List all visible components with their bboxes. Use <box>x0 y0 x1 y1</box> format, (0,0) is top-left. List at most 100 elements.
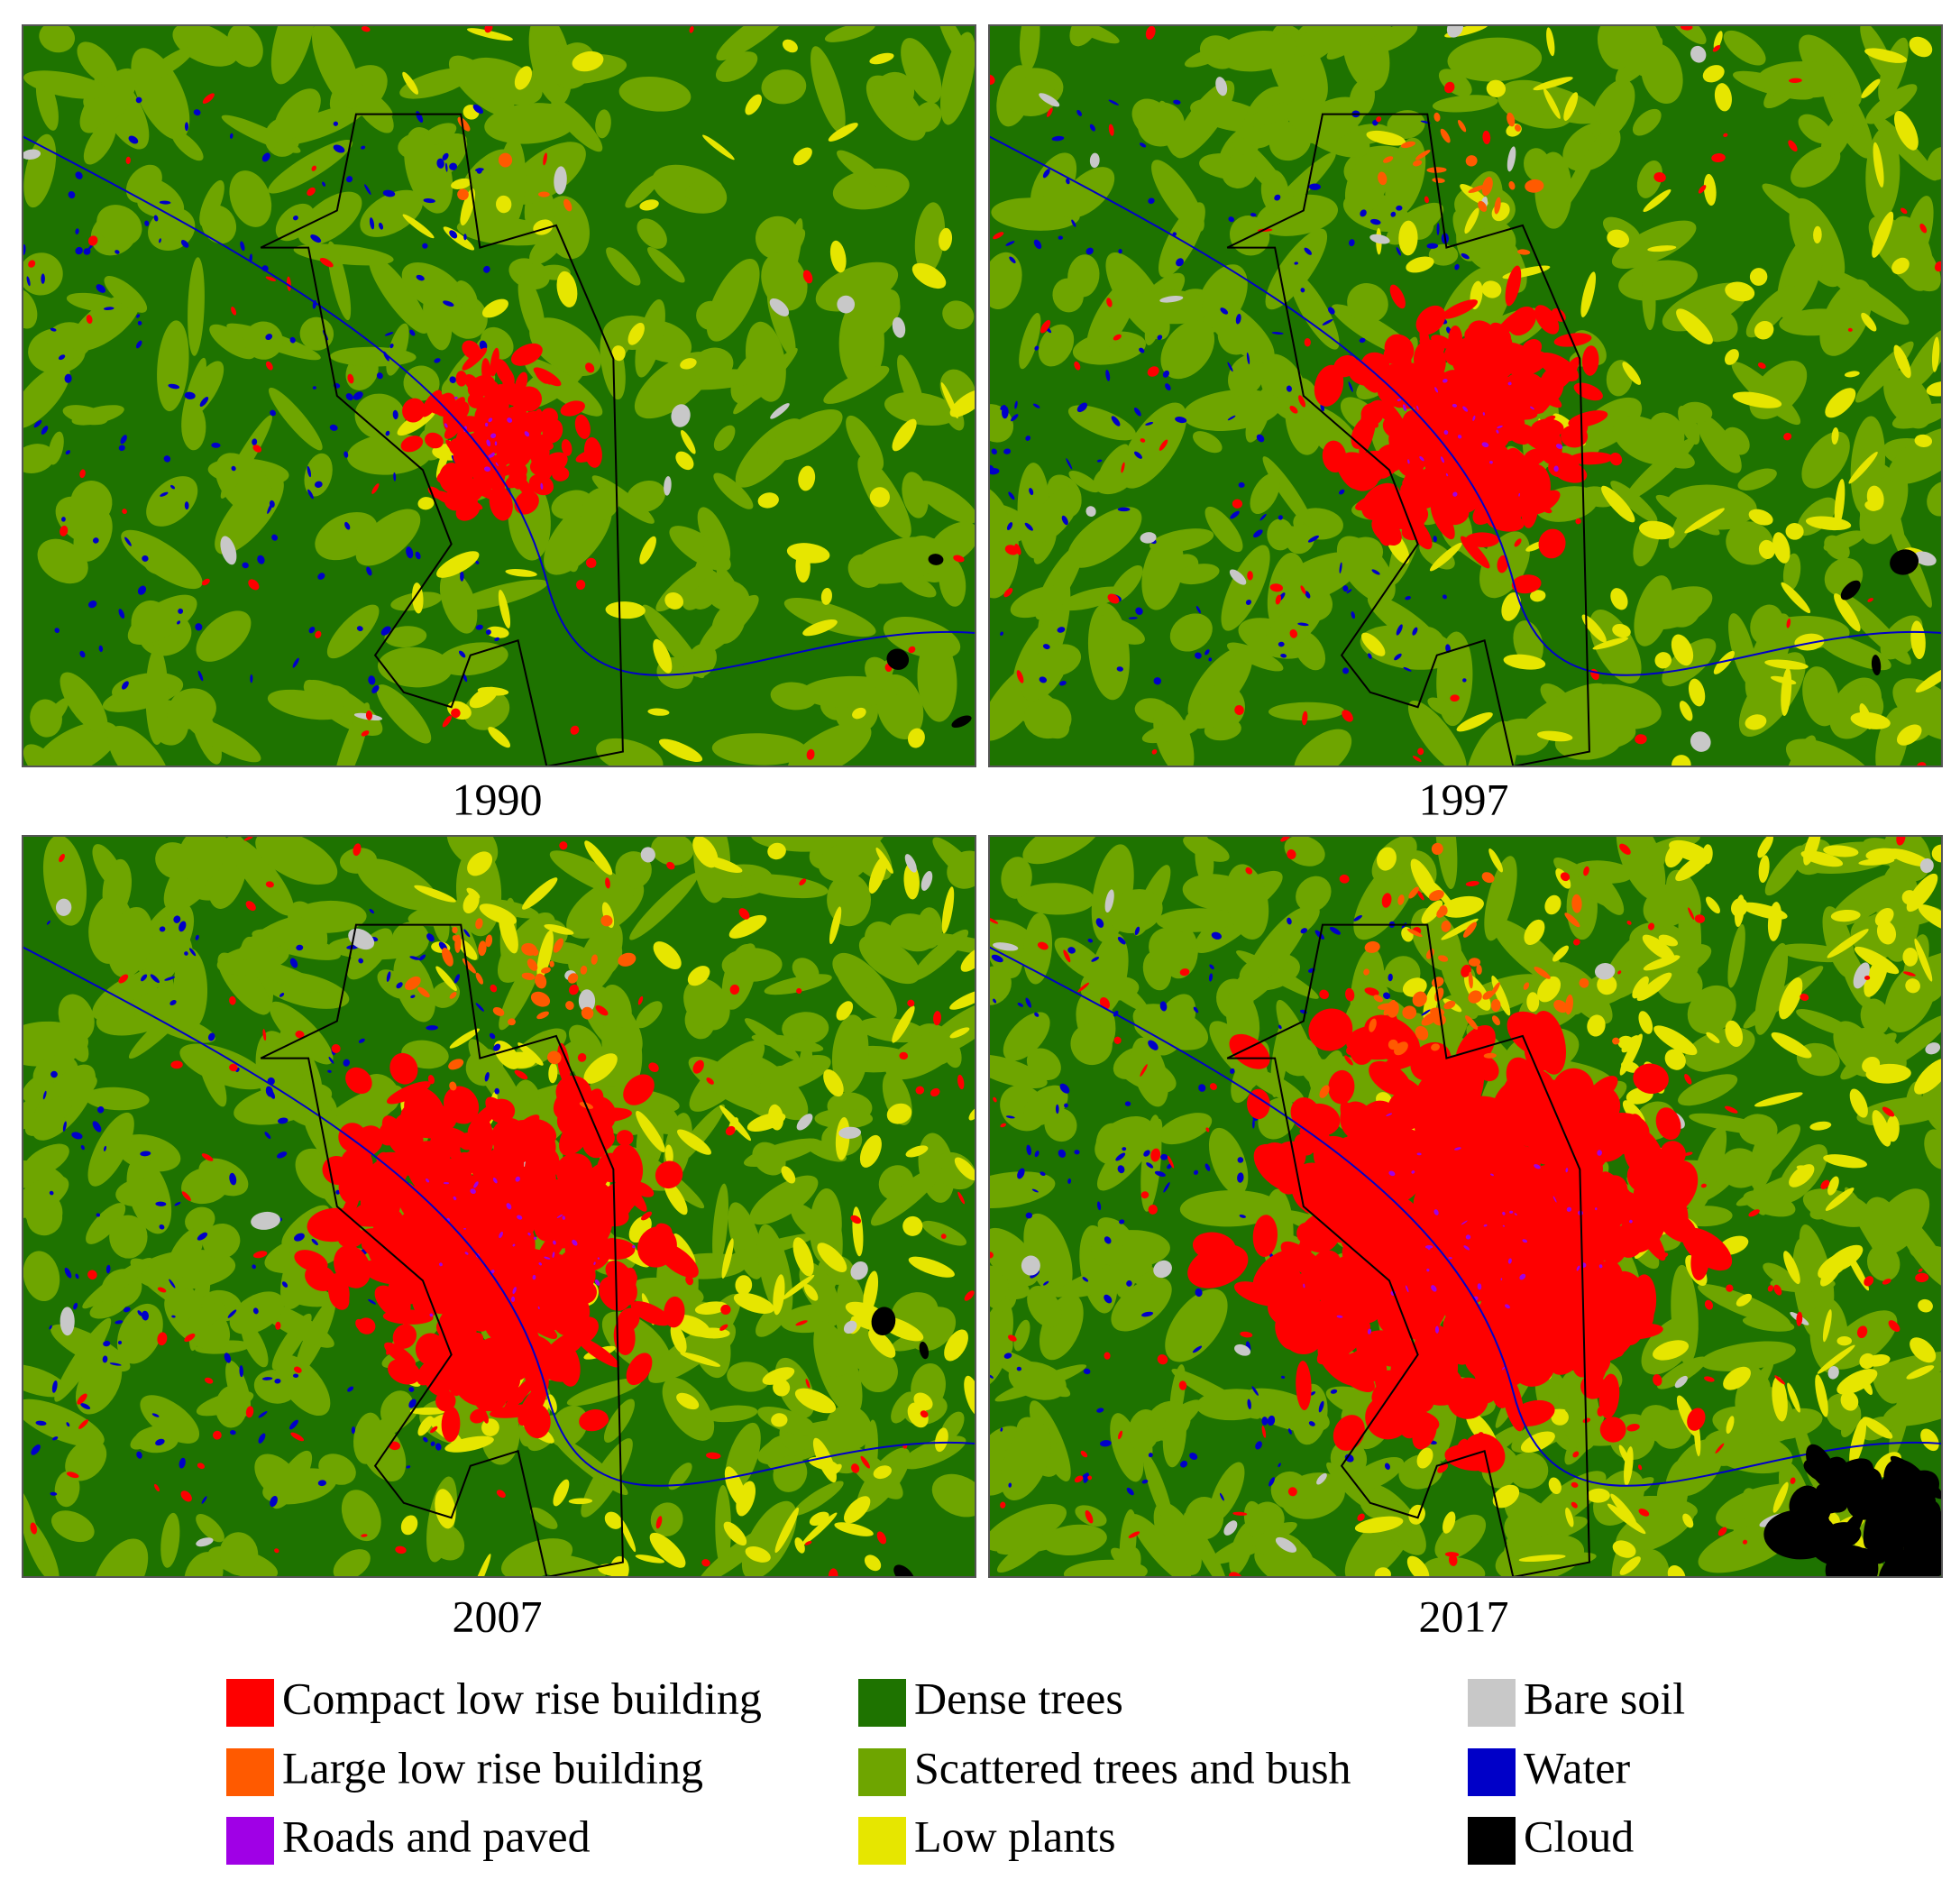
land-patch <box>560 400 585 417</box>
land-patch <box>1840 1390 1859 1411</box>
land-patch <box>919 1341 930 1360</box>
land-patch <box>1443 81 1455 94</box>
land-patch <box>479 903 517 925</box>
district-boundary <box>260 923 624 1577</box>
land-patch <box>114 1320 124 1325</box>
land-patch <box>298 191 362 246</box>
legend-label: Scattered trees and bush <box>914 1742 1351 1793</box>
land-patch <box>23 364 70 429</box>
land-patch <box>1253 529 1263 538</box>
land-patch <box>1666 1175 1671 1180</box>
land-patch <box>1478 200 1488 212</box>
land-patch <box>1412 756 1422 762</box>
land-patch <box>23 149 41 160</box>
land-patch <box>559 841 568 850</box>
land-patch <box>1134 451 1142 459</box>
land-patch <box>1772 532 1791 564</box>
land-patch <box>1066 458 1073 470</box>
land-patch <box>553 938 563 953</box>
land-patch <box>451 178 472 189</box>
land-patch <box>595 1004 609 1016</box>
land-patch <box>341 1490 381 1542</box>
land-patch <box>1003 448 1012 454</box>
land-patch <box>1413 403 1439 429</box>
land-patch <box>54 628 60 634</box>
land-patch <box>647 246 685 283</box>
land-patch <box>1864 1276 1874 1287</box>
land-patch <box>1772 1376 1788 1422</box>
land-patch <box>360 1193 395 1219</box>
land-patch <box>805 1378 811 1389</box>
land-patch <box>274 1548 279 1554</box>
land-patch <box>1468 958 1481 967</box>
land-patch <box>1732 391 1782 408</box>
land-patch <box>1039 676 1048 683</box>
land-patch <box>1864 48 1908 63</box>
land-patch <box>1398 1167 1406 1178</box>
land-patch <box>851 1463 860 1473</box>
land-patch <box>1153 1260 1172 1279</box>
land-patch <box>1494 197 1501 215</box>
land-patch <box>1418 1352 1459 1394</box>
land-patch <box>575 580 586 590</box>
land-patch <box>1854 946 1900 975</box>
land-patch <box>105 1264 111 1274</box>
land-patch <box>267 689 346 720</box>
land-patch <box>1097 1217 1132 1246</box>
land-patch <box>1543 87 1561 119</box>
land-patch <box>1915 1272 1929 1283</box>
land-patch <box>605 601 646 619</box>
land-patch <box>629 1277 704 1308</box>
land-patch <box>401 262 465 312</box>
land-patch <box>761 69 807 105</box>
land-patch <box>553 1479 570 1507</box>
land-patch <box>1223 1520 1238 1536</box>
land-patch <box>1021 644 1068 702</box>
land-patch <box>908 1256 955 1278</box>
land-patch <box>1193 1006 1199 1013</box>
legend-label: Large low rise building <box>282 1742 703 1793</box>
land-patch <box>1363 968 1369 976</box>
land-patch <box>701 1559 710 1567</box>
land-patch <box>1890 549 1919 575</box>
land-patch <box>609 1143 644 1192</box>
land-patch <box>1452 403 1458 408</box>
land-patch <box>957 1191 966 1205</box>
land-patch <box>1500 1278 1503 1281</box>
land-patch <box>1226 642 1284 672</box>
land-patch <box>1408 1115 1471 1142</box>
land-patch <box>1119 1219 1125 1224</box>
land-patch <box>361 26 371 32</box>
land-patch <box>1788 140 1798 152</box>
land-patch <box>1244 907 1310 988</box>
land-patch <box>1185 710 1216 729</box>
land-patch <box>335 1189 341 1195</box>
land-patch <box>120 435 127 445</box>
land-patch <box>1066 178 1070 185</box>
land-patch <box>159 926 166 932</box>
land-patch <box>344 521 351 530</box>
land-patch <box>130 1426 164 1450</box>
land-patch <box>899 1051 909 1060</box>
land-patch <box>1074 361 1081 371</box>
land-patch <box>245 1406 254 1418</box>
land-patch <box>155 1201 167 1206</box>
land-patch <box>1019 313 1041 370</box>
land-patch <box>465 1049 504 1087</box>
land-patch <box>177 620 181 625</box>
land-patch <box>453 1295 464 1305</box>
land-patch <box>333 1549 371 1577</box>
land-patch <box>1221 153 1257 188</box>
land-patch <box>483 466 491 472</box>
land-patch <box>503 1269 532 1307</box>
land-patch <box>735 1275 753 1296</box>
land-patch <box>1195 605 1201 614</box>
land-patch <box>1865 1354 1891 1367</box>
land-patch <box>1134 926 1140 936</box>
land-patch <box>1333 1415 1365 1451</box>
land-patch <box>692 836 719 868</box>
land-patch <box>1054 937 1108 982</box>
land-patch <box>1726 1284 1734 1292</box>
land-patch <box>582 1130 609 1159</box>
land-patch <box>1368 653 1372 659</box>
